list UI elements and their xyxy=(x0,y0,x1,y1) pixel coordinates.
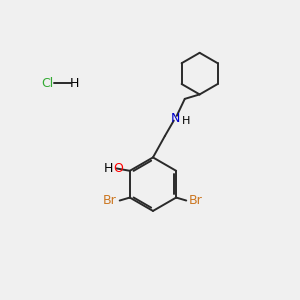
Text: H: H xyxy=(70,76,79,90)
Text: H: H xyxy=(103,162,113,175)
Text: H: H xyxy=(182,116,190,126)
Text: Br: Br xyxy=(103,194,117,207)
Text: N: N xyxy=(171,112,180,125)
Text: Cl: Cl xyxy=(41,76,54,90)
Text: Br: Br xyxy=(189,194,203,207)
Text: O: O xyxy=(113,162,123,175)
